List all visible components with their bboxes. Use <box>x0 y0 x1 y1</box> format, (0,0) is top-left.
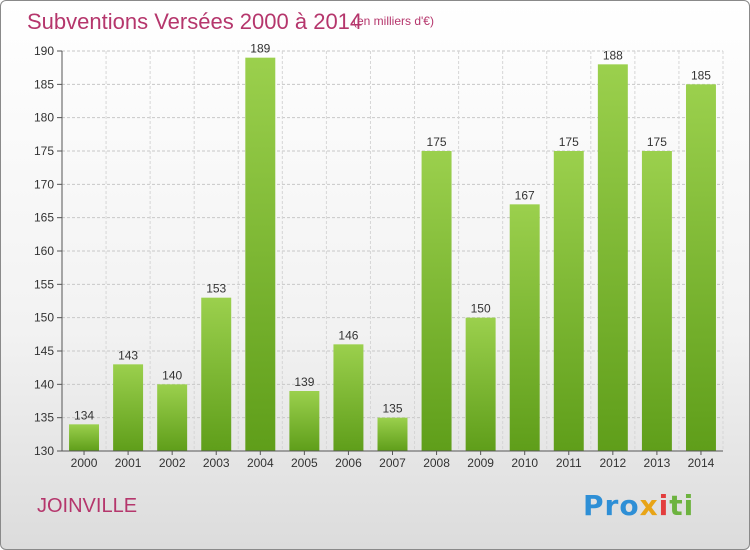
x-tick-label: 2012 <box>599 456 626 470</box>
bar <box>377 417 408 451</box>
y-tick-label: 160 <box>34 244 54 258</box>
x-tick-label: 2013 <box>644 456 671 470</box>
bar <box>113 364 144 451</box>
bar <box>157 384 188 451</box>
bar <box>289 391 320 451</box>
x-tick-label: 2004 <box>247 456 274 470</box>
bar <box>685 84 716 451</box>
bar-value-label: 188 <box>603 48 623 62</box>
city-name: JOINVILLE <box>37 495 138 517</box>
x-tick-label: 2005 <box>291 456 318 470</box>
bar <box>465 317 496 451</box>
bar <box>201 297 232 451</box>
axes <box>57 50 723 455</box>
x-tick-label: 2009 <box>467 456 494 470</box>
bar <box>553 151 584 451</box>
bar-value-label: 143 <box>118 348 138 362</box>
y-tick-label: 150 <box>34 311 54 325</box>
bar-value-label: 185 <box>691 68 711 82</box>
y-tick-label: 170 <box>34 177 54 191</box>
bar-value-label: 139 <box>294 375 314 389</box>
y-tick-label: 190 <box>34 44 54 58</box>
bar <box>69 424 100 451</box>
bar-value-label: 153 <box>206 282 226 296</box>
x-tick-label: 2014 <box>688 456 715 470</box>
y-tick-label: 175 <box>34 144 54 158</box>
bars <box>69 57 716 452</box>
bar <box>641 151 672 451</box>
bar-value-label: 167 <box>515 188 535 202</box>
x-tick-label: 2002 <box>159 456 186 470</box>
y-tick-label: 140 <box>34 377 54 391</box>
bar-value-label: 140 <box>162 368 182 382</box>
bar-value-label: 175 <box>427 135 447 149</box>
x-tick-label: 2003 <box>203 456 230 470</box>
bar <box>597 64 628 452</box>
x-tick-label: 2001 <box>115 456 142 470</box>
bar <box>245 57 276 452</box>
y-tick-label: 130 <box>34 444 54 458</box>
bar-value-label: 150 <box>471 302 491 316</box>
y-tick-label: 145 <box>34 344 54 358</box>
chart-subtitle: (en milliers d'€) <box>353 14 434 28</box>
x-tick-label: 2008 <box>423 456 450 470</box>
proxiti-logo: Proxiti <box>583 489 695 522</box>
y-tick-label: 165 <box>34 211 54 225</box>
chart-title: Subventions Versées 2000 à 2014 <box>27 9 363 34</box>
x-tick-label: 2011 <box>556 456 582 470</box>
bar <box>333 344 364 451</box>
bar-value-label: 175 <box>647 135 667 149</box>
y-tick-label: 135 <box>34 411 54 425</box>
bar-value-label: 189 <box>250 42 270 56</box>
y-tick-label: 155 <box>34 277 54 291</box>
x-tick-label: 2010 <box>511 456 538 470</box>
bar-value-label: 175 <box>559 135 579 149</box>
x-tick-label: 2000 <box>71 456 98 470</box>
bar <box>421 151 452 451</box>
bar-value-label: 134 <box>74 408 94 422</box>
y-tick-label: 180 <box>34 111 54 125</box>
bar-value-label: 146 <box>338 328 358 342</box>
x-tick-label: 2007 <box>379 456 406 470</box>
labels: 130 135 140 145 150 155 160 165 170 175 180 185 190 1… <box>34 42 715 470</box>
y-tick-label: 185 <box>34 77 54 91</box>
bar <box>509 204 540 451</box>
x-tick-label: 2006 <box>335 456 362 470</box>
bar-value-label: 135 <box>382 402 402 416</box>
